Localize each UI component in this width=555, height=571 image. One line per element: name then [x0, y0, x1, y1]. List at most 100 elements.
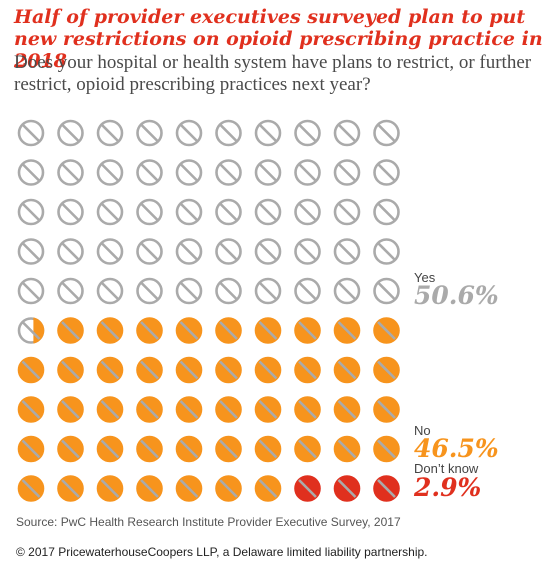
- waffle-unit: [215, 198, 242, 226]
- waffle-unit: [294, 435, 321, 463]
- waffle-unit: [96, 435, 124, 463]
- waffle-unit: [96, 277, 124, 305]
- waffle-unit: [294, 198, 321, 226]
- waffle-unit: [17, 475, 45, 502]
- waffle-unit: [96, 198, 124, 226]
- waffle-unit: [333, 475, 361, 502]
- waffle-unit: [175, 159, 203, 186]
- waffle-unit: [373, 119, 400, 147]
- waffle-unit: [57, 317, 84, 344]
- waffle-unit: [294, 277, 321, 305]
- waffle-unit: [17, 198, 45, 226]
- waffle-unit: [175, 277, 203, 305]
- waffle-unit: [333, 396, 361, 423]
- waffle-unit: [373, 356, 400, 384]
- waffle-unit: [333, 435, 361, 463]
- waffle-unit: [294, 119, 321, 147]
- waffle-unit: [175, 119, 203, 147]
- waffle-unit: [254, 396, 282, 423]
- waffle-unit: [254, 198, 282, 226]
- waffle-unit: [254, 317, 282, 344]
- legend-yes-value: 50.6%: [414, 281, 499, 310]
- waffle-unit: [17, 396, 45, 423]
- waffle-unit: [294, 396, 321, 423]
- legend-no-value: 46.5%: [414, 434, 499, 463]
- waffle-unit: [136, 119, 163, 147]
- waffle-unit: [294, 475, 321, 502]
- waffle-unit: [215, 238, 242, 265]
- waffle-unit: [57, 435, 84, 463]
- waffle-unit: [333, 317, 361, 344]
- waffle-unit: [215, 396, 242, 423]
- waffle-unit: [373, 277, 400, 305]
- waffle-unit: [96, 396, 124, 423]
- waffle-unit: [333, 356, 361, 384]
- legend-yes-label: Yes: [414, 270, 436, 285]
- waffle-unit: [136, 396, 163, 423]
- waffle-unit: [17, 356, 45, 384]
- waffle-unit: [294, 317, 321, 344]
- waffle-unit: [96, 356, 124, 384]
- waffle-unit: [57, 238, 84, 265]
- waffle-unit: [57, 475, 84, 502]
- waffle-unit: [17, 159, 45, 186]
- waffle-unit: [373, 198, 400, 226]
- waffle-unit: [57, 277, 84, 305]
- waffle-unit: [373, 159, 400, 186]
- waffle-unit: [215, 435, 242, 463]
- waffle-unit: [373, 396, 400, 423]
- waffle-unit: [175, 435, 203, 463]
- waffle-unit: [333, 119, 361, 147]
- waffle-unit: [294, 238, 321, 265]
- waffle-unit: [373, 435, 400, 463]
- waffle-unit: [254, 435, 282, 463]
- waffle-unit: [57, 396, 84, 423]
- waffle-unit: [254, 238, 282, 265]
- waffle-unit: [215, 475, 242, 502]
- waffle-unit: [254, 159, 282, 186]
- waffle-unit: [175, 238, 203, 265]
- waffle-unit: [373, 475, 400, 502]
- waffle-unit: [175, 317, 203, 344]
- waffle-unit: [136, 198, 163, 226]
- waffle-unit: [96, 159, 124, 186]
- waffle-unit: [175, 475, 203, 502]
- waffle-unit: [17, 317, 45, 344]
- waffle-unit: [373, 238, 400, 265]
- waffle-unit: [215, 159, 242, 186]
- waffle-unit: [333, 277, 361, 305]
- waffle-unit: [136, 238, 163, 265]
- waffle-unit: [175, 396, 203, 423]
- copyright-note: © 2017 PricewaterhouseCoopers LLP, a Del…: [16, 545, 428, 559]
- waffle-unit: [333, 238, 361, 265]
- waffle-unit: [215, 317, 242, 344]
- waffle-unit: [17, 238, 45, 265]
- waffle-unit: [254, 277, 282, 305]
- chart-subtitle: Does your hospital or health system have…: [14, 52, 532, 95]
- waffle-unit: [17, 119, 45, 147]
- waffle-unit: [136, 317, 163, 344]
- waffle-unit: [333, 198, 361, 226]
- waffle-unit: [96, 238, 124, 265]
- waffle-unit: [254, 119, 282, 147]
- waffle-unit: [96, 119, 124, 147]
- waffle-unit: [136, 277, 163, 305]
- waffle-unit: [136, 435, 163, 463]
- waffle-unit: [57, 119, 84, 147]
- legend-no-label: No: [414, 423, 431, 438]
- waffle-unit: [373, 317, 400, 344]
- waffle-unit: [175, 198, 203, 226]
- waffle-unit: [96, 317, 124, 344]
- waffle-unit: [136, 475, 163, 502]
- waffle-unit: [175, 356, 203, 384]
- waffle-unit: [333, 159, 361, 186]
- waffle-unit: [57, 159, 84, 186]
- waffle-unit: [136, 159, 163, 186]
- waffle-unit: [17, 435, 45, 463]
- waffle-unit: [254, 475, 282, 502]
- waffle-unit: [215, 119, 242, 147]
- waffle-unit: [136, 356, 163, 384]
- waffle-unit: [57, 198, 84, 226]
- waffle-unit: [96, 475, 124, 502]
